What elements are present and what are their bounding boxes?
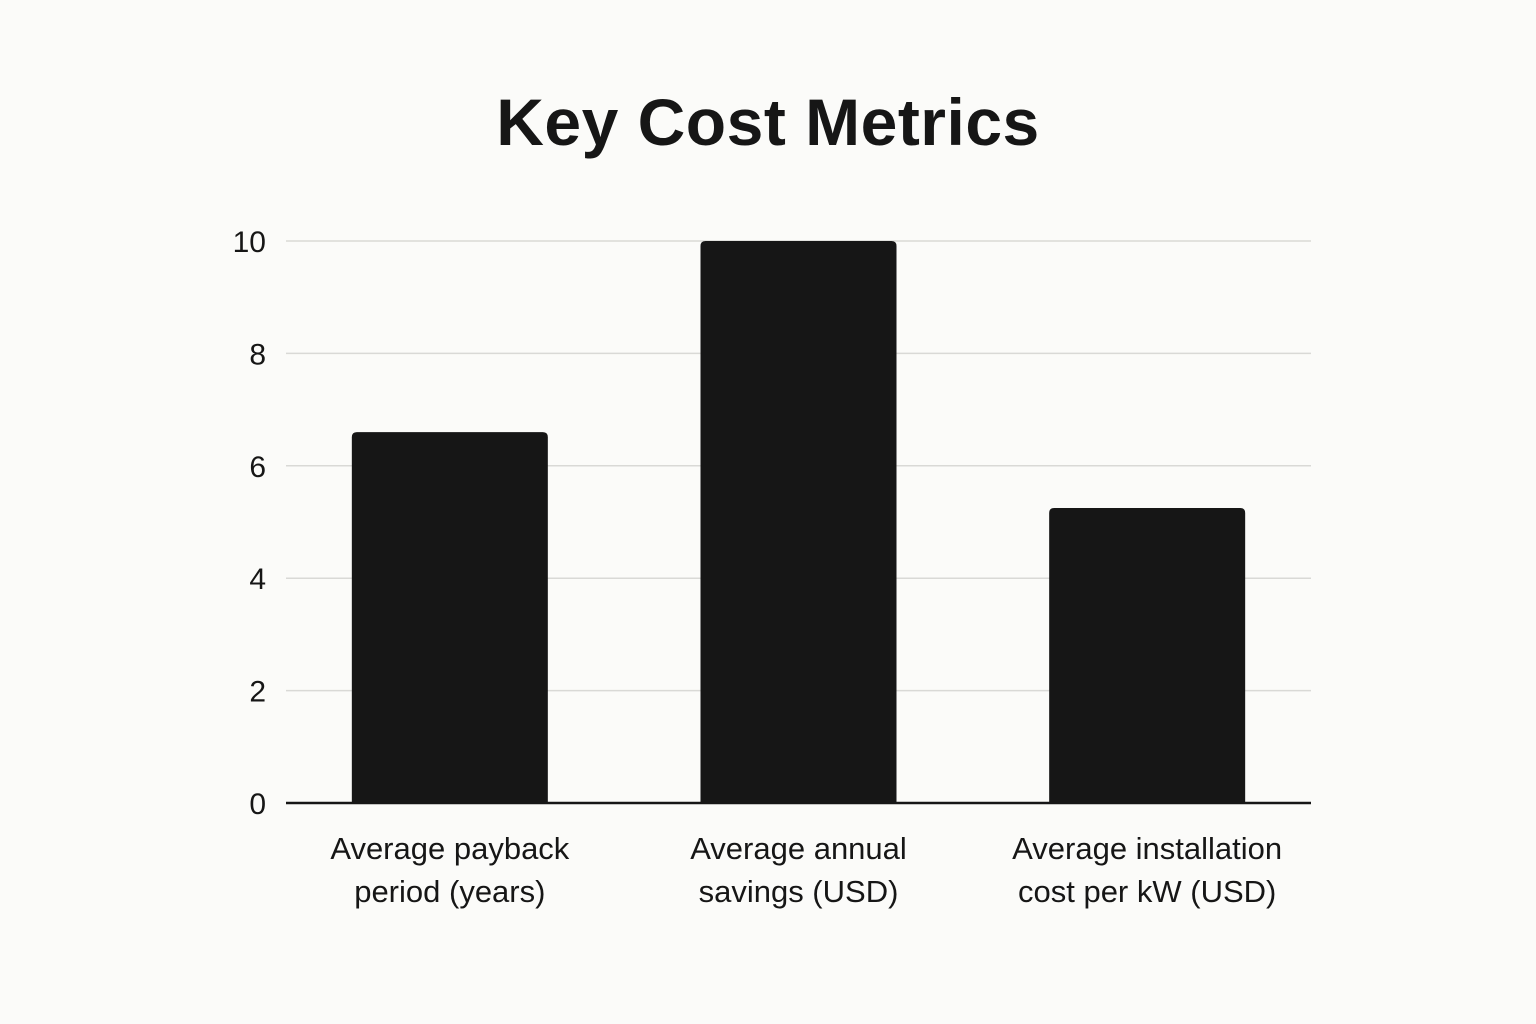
chart-title: Key Cost Metrics (496, 85, 1040, 159)
y-tick-label: 4 (249, 563, 266, 596)
x-category-label: period (years) (354, 874, 545, 909)
y-tick-label: 10 (233, 226, 266, 259)
bar (351, 432, 548, 803)
y-tick-label: 0 (249, 788, 266, 821)
bars-layer (351, 241, 1246, 803)
x-category-label: Average payback (330, 831, 569, 866)
y-tick-label: 2 (249, 676, 266, 709)
x-category-label: cost per kW (USD) (1018, 874, 1276, 909)
labels-layer: 0 2 4 6 8 10 Average payback period (years) Aver… (233, 226, 1283, 909)
x-category-label: Average annual (690, 831, 907, 866)
y-tick-label: 8 (249, 338, 266, 371)
x-category-label: Average installation (1012, 831, 1282, 866)
y-tick-label: 6 (249, 451, 266, 484)
bar (1049, 507, 1246, 803)
x-category-label: savings (USD) (699, 874, 899, 909)
bar (700, 241, 897, 803)
